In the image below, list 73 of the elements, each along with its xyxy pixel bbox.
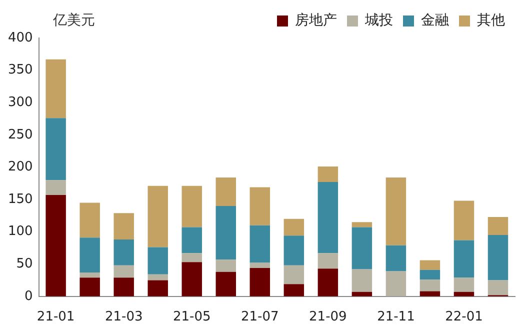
legend-label: 城投: [364, 12, 393, 29]
bar: [318, 182, 338, 254]
x-tick-label: 21-09: [309, 310, 347, 325]
y-tick-label: 150: [8, 192, 33, 207]
bar: [216, 272, 236, 296]
bar: [488, 235, 508, 280]
text: 亿美元: [52, 12, 95, 29]
y-tick-label: 400: [8, 30, 33, 46]
bar: [352, 269, 372, 292]
x-tick-label: 21-11: [377, 310, 415, 325]
bar: [454, 240, 474, 278]
bar: [216, 206, 236, 260]
y-tick-label: 200: [8, 160, 33, 175]
bar: [454, 200, 474, 240]
y-tick-label: 300: [8, 94, 33, 110]
bar: [46, 180, 66, 195]
legend-label: 金融: [421, 12, 449, 29]
bar: [352, 222, 372, 228]
x-tick-label: 22-01: [445, 310, 483, 325]
bar: [114, 278, 134, 296]
bar: [284, 236, 304, 266]
y-tick-label: 0: [24, 288, 33, 304]
bar: [454, 278, 474, 292]
bar: [80, 278, 100, 296]
bar: [148, 280, 168, 296]
bar: [114, 213, 134, 240]
x-tick-label: 21-03: [104, 310, 143, 325]
bar: [182, 262, 202, 296]
x-tick-label: 21-05: [172, 310, 211, 325]
bar: [216, 178, 236, 206]
bar: [182, 186, 202, 228]
bar: [148, 247, 168, 274]
bar: [80, 272, 100, 278]
bar: [46, 59, 66, 118]
bar: [250, 268, 270, 296]
bar: [250, 187, 270, 226]
x-tick-label: 21-01: [36, 310, 75, 325]
bar: [182, 253, 202, 262]
legend-label: 房地产: [295, 12, 337, 29]
y-tick-label: 100: [8, 224, 33, 240]
bar: [386, 178, 406, 246]
bar: [284, 284, 304, 296]
bar: [318, 253, 338, 269]
x-tick-label: 21-07: [241, 310, 279, 325]
bar: [250, 262, 270, 268]
bar: [284, 265, 304, 284]
bar: [182, 227, 202, 254]
y-tick-label: 350: [8, 62, 33, 78]
bar: [80, 238, 100, 272]
bar: [114, 240, 134, 266]
bar: [80, 202, 100, 238]
bar: [420, 270, 440, 280]
bar: [386, 271, 406, 296]
bar: [318, 268, 338, 296]
bar: [46, 194, 66, 296]
bar: [420, 280, 440, 292]
y-tick-label: 250: [8, 127, 33, 142]
y-tick-label: 50: [16, 256, 33, 272]
bar: [46, 118, 66, 180]
legend-label: 其他: [477, 12, 505, 29]
bar: [488, 280, 508, 296]
bar: [284, 218, 304, 236]
bar: [420, 291, 440, 296]
bar: [250, 225, 270, 263]
bar: [114, 265, 134, 278]
bar: [420, 260, 440, 270]
bar: [148, 274, 168, 280]
bar: [216, 260, 236, 272]
bar: [148, 186, 168, 248]
bar: [488, 216, 508, 236]
bar: [386, 245, 406, 272]
bar: [352, 227, 372, 270]
bar: [318, 166, 338, 182]
